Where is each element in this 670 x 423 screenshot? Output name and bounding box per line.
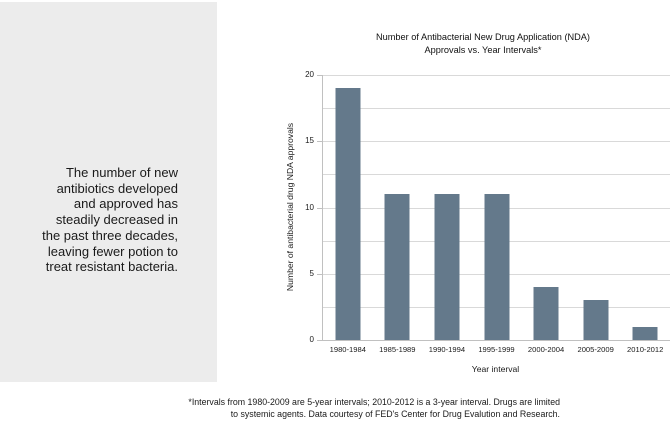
intro-text-line: The number of new bbox=[65, 165, 178, 180]
x-axis-title: Year interval bbox=[471, 364, 520, 374]
bar-2005-2009 bbox=[583, 300, 609, 340]
intro-panel: The number of new antibiotics developed an… bbox=[0, 2, 217, 382]
bar-2010-2012 bbox=[632, 326, 658, 340]
grid-line bbox=[323, 75, 670, 76]
bar-1980-1984 bbox=[335, 88, 361, 340]
y-tick bbox=[317, 207, 323, 209]
bar-1995-1999 bbox=[484, 194, 509, 340]
bar-2000-2004 bbox=[533, 287, 559, 340]
x-tick-label: 1980-1984 bbox=[329, 345, 366, 354]
bar-1985-1989 bbox=[384, 194, 410, 340]
x-tick-label: 2005-2009 bbox=[577, 345, 614, 354]
footnote: *Intervals from 1980-2009 are 5-year int… bbox=[130, 396, 560, 421]
intro-text-line: antibiotics developed bbox=[56, 180, 178, 196]
chart-title-line-2: Approvals vs. Year Intervals* bbox=[424, 45, 542, 56]
chart-title-line-1: Number of Antibacterial New Drug Applica… bbox=[376, 32, 590, 42]
plot-area: 0 5 10 15 20 1980-1984 1985-1989 1990-1994 1995-… bbox=[305, 71, 670, 354]
y-tick bbox=[317, 75, 323, 76]
y-tick bbox=[317, 141, 323, 143]
grid-line bbox=[323, 141, 670, 143]
x-tick-label: 1985-1989 bbox=[379, 345, 416, 354]
y-tick-label: 0 bbox=[309, 335, 314, 344]
x-tick-label: 2000-2004 bbox=[527, 345, 565, 354]
intro-text: The number of new antibiotics developed an… bbox=[0, 165, 178, 275]
grid-line bbox=[323, 174, 670, 176]
chart-title: Number of Antibacterial New Drug Applica… bbox=[296, 31, 670, 58]
x-tick-label: 1990-1994 bbox=[428, 345, 466, 354]
y-tick-label: 15 bbox=[305, 136, 314, 146]
intro-text-line: treat resistant bacteria. bbox=[45, 259, 178, 275]
footnote-line: *Intervals from 1980-2009 are 5-year int… bbox=[188, 397, 560, 407]
grid-line bbox=[323, 108, 670, 110]
intro-text-line: and approved has bbox=[73, 196, 178, 212]
y-tick bbox=[317, 273, 323, 275]
y-tick-label: 5 bbox=[309, 268, 314, 278]
footnote-line: to systemic agents. Data courtesy of FED… bbox=[230, 409, 560, 420]
bar-1990-1994 bbox=[434, 194, 460, 340]
x-tick-label: 2010-2012 bbox=[627, 345, 664, 354]
intro-text-line: steadily decreased in bbox=[55, 212, 178, 228]
x-tick-label: 1995-1999 bbox=[478, 345, 515, 354]
y-tick-label: 20 bbox=[305, 70, 314, 79]
y-axis-title: Number of antibacterial drug NDA approva… bbox=[285, 122, 295, 292]
intro-text-line: the past three decades, bbox=[42, 227, 178, 243]
y-tick-label: 10 bbox=[305, 202, 314, 212]
y-tick bbox=[317, 340, 323, 341]
intro-text-line: leaving fewer potion to bbox=[47, 243, 178, 259]
